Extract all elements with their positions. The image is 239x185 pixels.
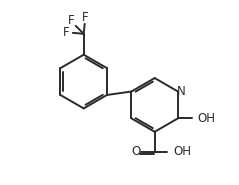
Text: OH: OH [174,145,192,158]
Text: N: N [177,85,185,98]
Text: O: O [131,145,141,158]
Text: F: F [82,11,89,24]
Text: F: F [62,26,69,39]
Text: F: F [67,14,74,27]
Text: OH: OH [198,112,216,125]
